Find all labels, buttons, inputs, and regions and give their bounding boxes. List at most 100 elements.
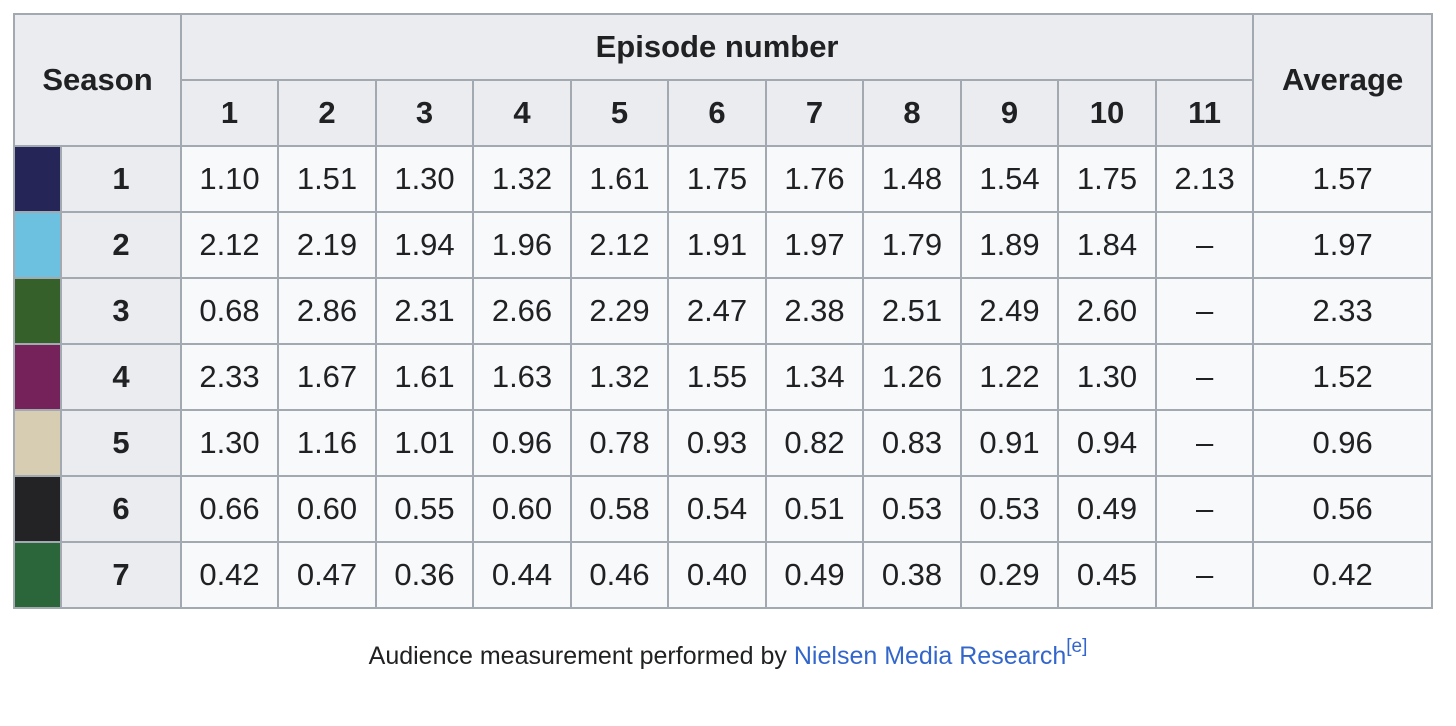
episode-number-1: 1 [180, 79, 279, 147]
rating-cell: 0.40 [667, 541, 767, 609]
rating-cell: 1.79 [862, 211, 962, 279]
footnote-e-link[interactable]: [e] [1066, 636, 1087, 657]
rating-cell: 1.30 [375, 145, 474, 213]
average-cell: 2.33 [1252, 277, 1434, 345]
rating-cell: 1.22 [960, 343, 1059, 411]
rating-cell: 1.10 [180, 145, 279, 213]
season-color-swatch-fill [16, 478, 59, 540]
average-header: Average [1252, 13, 1434, 147]
rating-cell: 1.54 [960, 145, 1059, 213]
rating-cell: 2.19 [277, 211, 377, 279]
header-row-top: Season Episode number Average [13, 13, 1434, 147]
average-cell: 1.97 [1252, 211, 1434, 279]
season-color-swatch [13, 145, 62, 213]
episode-number-row: 1 2 3 4 5 6 7 8 9 10 11 [14, 79, 1432, 147]
rating-cell: 0.44 [472, 541, 572, 609]
season-color-swatch-fill [16, 544, 59, 606]
nielsen-media-research-link[interactable]: Nielsen Media Research [793, 642, 1067, 670]
season-color-swatch-fill [16, 148, 59, 210]
rating-cell: 0.55 [375, 475, 474, 543]
episode-number-5: 5 [570, 79, 669, 147]
rating-cell: 1.76 [765, 145, 864, 213]
rating-cell: 0.96 [472, 409, 572, 477]
episode-number-11: 11 [1154, 79, 1255, 147]
rating-cell: 0.93 [667, 409, 767, 477]
episode-number-10: 10 [1057, 79, 1157, 147]
season-color-swatch-fill [16, 412, 59, 474]
rating-cell: 0.58 [570, 475, 669, 543]
episode-number-9: 9 [960, 79, 1059, 147]
rating-cell: 2.33 [180, 343, 279, 411]
table-row: 3 0.68 2.86 2.31 2.66 2.29 2.47 2.38 2.51 2.49 2.6… [13, 277, 1434, 345]
rating-cell: 0.53 [960, 475, 1059, 543]
season-color-swatch-fill [16, 280, 59, 342]
table-row: 6 0.66 0.60 0.55 0.60 0.58 0.54 0.51 0.53 0.53 0.4… [13, 475, 1434, 543]
rating-cell: 1.32 [472, 145, 572, 213]
episode-number-7: 7 [765, 79, 864, 147]
season-number: 1 [60, 145, 182, 213]
season-color-swatch [13, 277, 62, 345]
rating-cell: – [1154, 475, 1255, 543]
rating-cell: – [1154, 409, 1255, 477]
average-cell: 0.96 [1252, 409, 1434, 477]
rating-cell: 1.30 [180, 409, 279, 477]
rating-cell: 1.61 [375, 343, 474, 411]
rating-cell: 1.61 [570, 145, 669, 213]
rating-cell: 0.68 [180, 277, 279, 345]
rating-cell: 0.94 [1057, 409, 1157, 477]
rating-cell: 1.75 [667, 145, 767, 213]
rating-cell: 0.82 [765, 409, 864, 477]
rating-cell: 0.29 [960, 541, 1059, 609]
rating-cell: 0.47 [277, 541, 377, 609]
season-color-swatch [13, 343, 62, 411]
rating-cell: 1.55 [667, 343, 767, 411]
rating-cell: 1.63 [472, 343, 572, 411]
table-body: 1 1.10 1.51 1.30 1.32 1.61 1.75 1.76 1.48 1.54 1.7… [13, 145, 1434, 609]
rating-cell: 2.60 [1057, 277, 1157, 345]
rating-cell: 2.38 [765, 277, 864, 345]
average-cell: 0.56 [1252, 475, 1434, 543]
rating-cell: 0.54 [667, 475, 767, 543]
rating-cell: 1.26 [862, 343, 962, 411]
season-number: 2 [60, 211, 182, 279]
rating-cell: 1.16 [277, 409, 377, 477]
rating-cell: 2.51 [862, 277, 962, 345]
rating-cell: 2.29 [570, 277, 669, 345]
rating-cell: – [1154, 343, 1255, 411]
episode-number-header: Episode number [179, 13, 1255, 81]
rating-cell: 0.60 [277, 475, 377, 543]
rating-cell: – [1154, 541, 1255, 609]
rating-cell: 2.47 [667, 277, 767, 345]
season-number: 5 [60, 409, 182, 477]
table-row: 2 2.12 2.19 1.94 1.96 2.12 1.91 1.97 1.79 1.89 1.8… [13, 211, 1434, 279]
rating-cell: 1.91 [667, 211, 767, 279]
rating-cell: 0.53 [862, 475, 962, 543]
rating-cell: 2.86 [277, 277, 377, 345]
season-color-swatch-fill [16, 346, 59, 408]
table-row: 1 1.10 1.51 1.30 1.32 1.61 1.75 1.76 1.48 1.54 1.7… [13, 145, 1434, 213]
rating-cell: 2.66 [472, 277, 572, 345]
rating-cell: 1.48 [862, 145, 962, 213]
rating-cell: 2.49 [960, 277, 1059, 345]
season-color-swatch [13, 541, 62, 609]
rating-cell: 0.36 [375, 541, 474, 609]
season-color-swatch-fill [16, 214, 59, 276]
episode-number-4: 4 [472, 79, 572, 147]
rating-cell: 2.31 [375, 277, 474, 345]
rating-cell: 2.13 [1154, 145, 1255, 213]
rating-cell: 0.66 [180, 475, 279, 543]
rating-cell: 1.94 [375, 211, 474, 279]
footnote-e-link-text[interactable]: [e] [1066, 636, 1088, 657]
season-color-swatch [13, 211, 62, 279]
rating-cell: 0.46 [570, 541, 669, 609]
rating-cell: 0.38 [862, 541, 962, 609]
rating-cell: 0.49 [1057, 475, 1157, 543]
rating-cell: 2.12 [570, 211, 669, 279]
rating-cell: 1.75 [1057, 145, 1157, 213]
rating-cell: 1.67 [277, 343, 377, 411]
season-number: 7 [60, 541, 182, 609]
rating-cell: – [1154, 277, 1255, 345]
rating-cell: 1.84 [1057, 211, 1157, 279]
rating-cell: 1.96 [472, 211, 572, 279]
